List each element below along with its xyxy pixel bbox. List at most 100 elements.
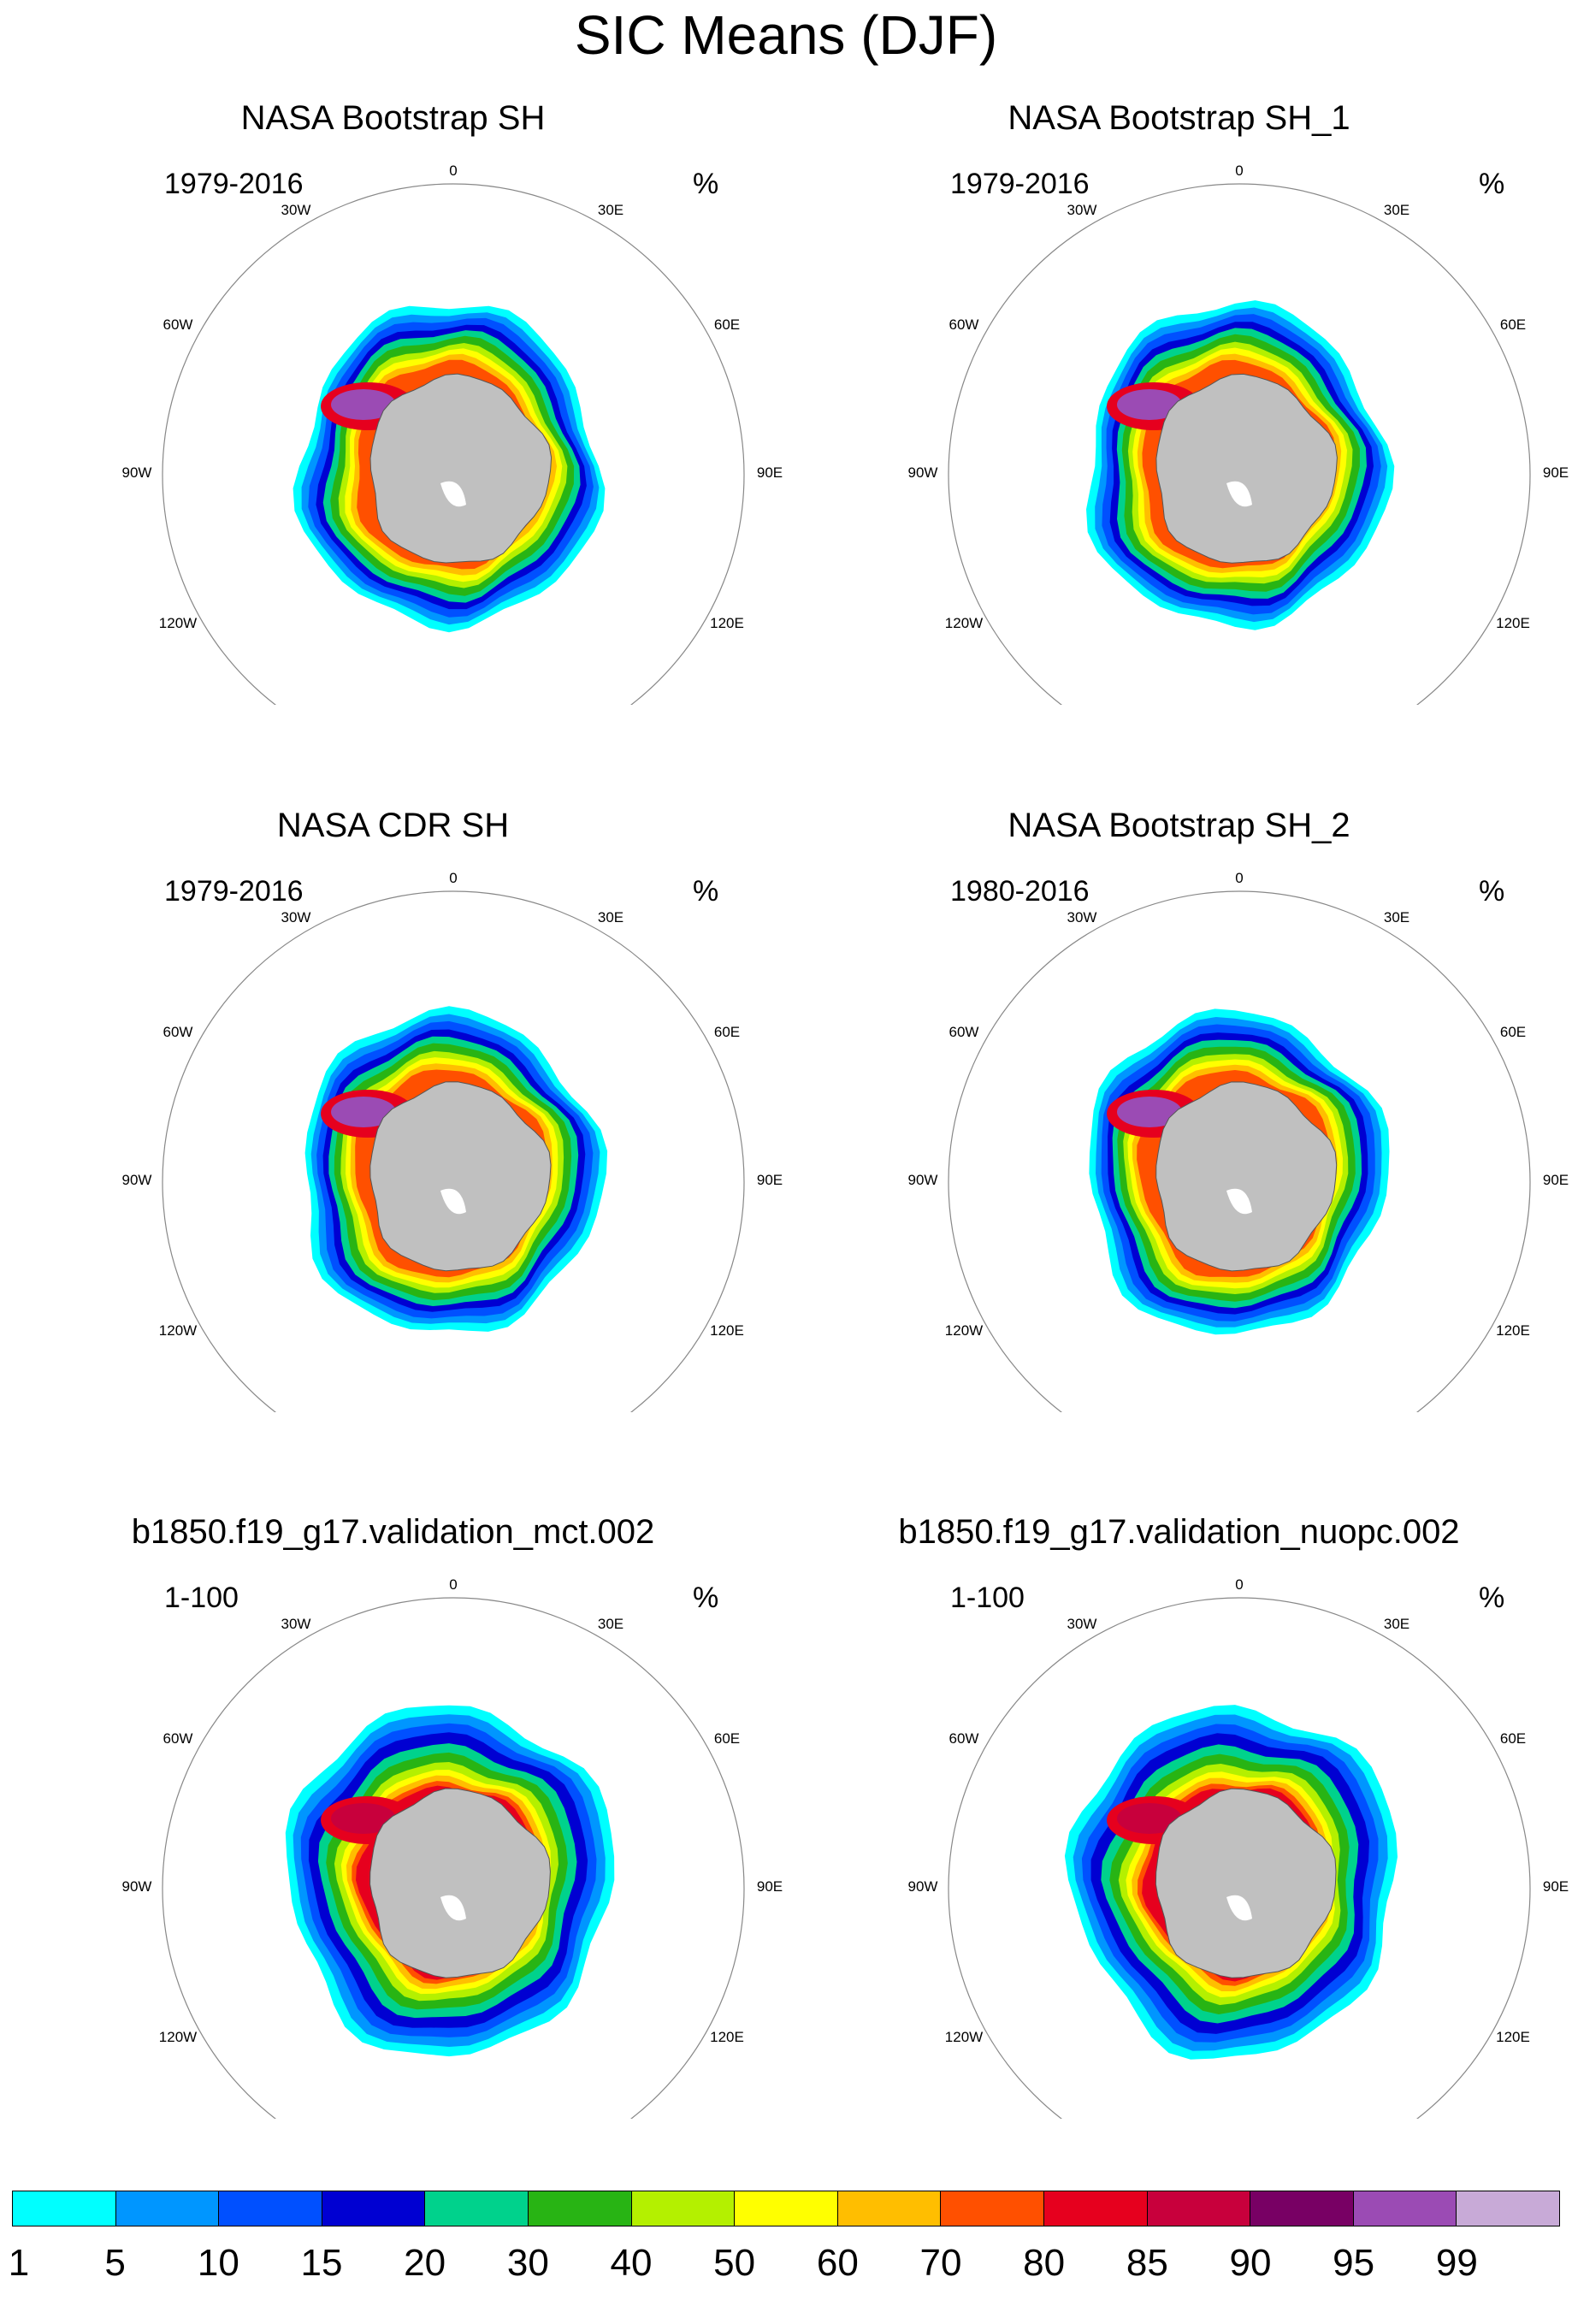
antarctica-landmass <box>369 1788 551 1978</box>
colorbar-swatch <box>528 2191 632 2226</box>
colorbar-swatch <box>1353 2191 1457 2226</box>
longitude-label: 30E <box>598 202 623 218</box>
map-panel: NASA CDR SH1979-2016%030E60E90E120E150E1… <box>0 707 786 1412</box>
colorbar-label: 99 <box>1435 2242 1478 2284</box>
map-boundary-circle <box>162 183 745 705</box>
longitude-label: 30E <box>598 1616 623 1632</box>
panel-period: 1-100 <box>950 1582 1025 1614</box>
longitude-label: 0 <box>1235 1576 1243 1593</box>
ross-ice-shelf <box>440 481 466 507</box>
longitude-label: 120E <box>710 1322 744 1339</box>
colorbar-label: 10 <box>197 2242 239 2284</box>
colorbar-swatch <box>322 2191 426 2226</box>
colorbar-swatch <box>1250 2191 1354 2226</box>
panel-period: 1-100 <box>164 1582 239 1614</box>
longitude-label: 120E <box>1496 1322 1530 1339</box>
longitude-label: 60W <box>949 1730 979 1747</box>
longitude-label: 0 <box>449 163 457 179</box>
colorbar-label: 90 <box>1229 2242 1272 2284</box>
longitude-label: 30W <box>281 202 311 218</box>
south-america-tip <box>965 908 1014 945</box>
colorbar-label: 60 <box>816 2242 859 2284</box>
longitude-label: 60W <box>949 316 979 333</box>
panel-period: 1979-2016 <box>950 168 1090 200</box>
sea-ice-field <box>179 1614 615 2057</box>
colorbar-label: 30 <box>506 2242 549 2284</box>
sea-ice-field <box>179 200 606 633</box>
colorbar-swatch <box>115 2191 220 2226</box>
map-panel: NASA Bootstrap SH_2 1980-2016% 0 30E 60E 90E 1… <box>786 707 1572 1412</box>
colorbar-label: 15 <box>300 2242 343 2284</box>
polar-map: 030E60E90E120E150E180150W120W90W60W30W <box>122 870 783 1412</box>
longitude-label: 0 <box>1235 163 1243 179</box>
map-panel: b1850.f19_g17.validation_mct.002 1-100% 0 3… <box>0 1414 786 2119</box>
colorbar-label: 80 <box>1023 2242 1066 2284</box>
antarctica-landmass <box>369 373 553 564</box>
longitude-label: 30E <box>1384 1616 1409 1632</box>
ross-ice-shelf <box>440 1188 466 1215</box>
longitude-label: 90W <box>908 1172 938 1188</box>
longitude-label: 120E <box>710 615 744 631</box>
longitude-label: 30W <box>1067 1616 1097 1632</box>
longitude-label: 90W <box>122 464 152 481</box>
map-boundary-circle <box>948 1597 1531 2119</box>
colorbar-swatch <box>631 2191 736 2226</box>
colorbar-swatch <box>1147 2191 1251 2226</box>
panel-units: % <box>1479 168 1505 200</box>
longitude-label: 120W <box>159 615 197 631</box>
weddell-core-ice <box>331 1803 396 1834</box>
longitude-label: 120W <box>159 2029 197 2045</box>
ross-ice-shelf <box>1226 1895 1252 1921</box>
panel-units: % <box>693 875 719 908</box>
longitude-label: 30W <box>281 1616 311 1632</box>
panel-period: 1980-2016 <box>950 875 1090 908</box>
longitude-label: 120E <box>710 2029 744 2045</box>
longitude-label: 90E <box>757 1878 783 1895</box>
longitude-label: 120W <box>945 1322 983 1339</box>
antarctica-landmass <box>1155 1081 1338 1272</box>
weddell-core-ice <box>331 1097 396 1127</box>
longitude-label: 30E <box>1384 202 1409 218</box>
colorbar-swatch <box>219 2191 322 2226</box>
longitude-label: 0 <box>1235 870 1243 886</box>
polar-map: 030E60E90E120E150E180150W120W90W60W30W <box>122 1576 783 2119</box>
panel-units: % <box>693 1582 719 1614</box>
panel-title: NASA Bootstrap SH_1 <box>1008 99 1350 137</box>
panel-period: 1979-2016 <box>164 168 304 200</box>
longitude-label: 60E <box>714 1024 740 1040</box>
panel-units: % <box>693 168 719 200</box>
map-boundary-circle <box>162 890 745 1412</box>
colorbar-swatch <box>941 2191 1044 2226</box>
map-boundary-circle <box>948 183 1531 705</box>
colorbar-label: 5 <box>104 2242 126 2284</box>
longitude-label: 60W <box>163 316 193 333</box>
longitude-label: 30E <box>598 909 623 925</box>
longitude-label: 90W <box>908 464 938 481</box>
polar-map: 030E60E90E120E150E180150W120W90W60W30W <box>908 1576 1569 2119</box>
longitude-label: 90E <box>1543 464 1569 481</box>
colorbar-label: 40 <box>610 2242 653 2284</box>
panel-title: NASA Bootstrap SH_2 <box>1008 807 1350 844</box>
longitude-label: 90E <box>757 1172 783 1188</box>
panel-title: NASA CDR SH <box>276 807 510 844</box>
antarctica-landmass <box>1155 373 1338 564</box>
polar-map: 030E60E90E120E150E180150W120W90W60W30W <box>908 870 1569 1412</box>
longitude-label: 120E <box>1496 615 1530 631</box>
weddell-core-ice <box>1117 389 1182 420</box>
map-panel: b1850.f19_g17.validation_nuopc.002 1-100%… <box>786 1414 1572 2119</box>
colorbar-label: 85 <box>1126 2242 1168 2284</box>
weddell-core-ice <box>1117 1803 1182 1834</box>
page-title: SIC Means (DJF) <box>574 4 998 66</box>
longitude-label: 120W <box>159 1322 197 1339</box>
colorbar-label: 50 <box>713 2242 756 2284</box>
sea-ice-field <box>965 200 1395 630</box>
colorbar <box>12 2191 1560 2226</box>
sea-ice-field <box>965 1614 1398 2060</box>
map-panel: NASA Bootstrap SH 1979-2016% 0 30E 60E 90E 120… <box>0 0 786 705</box>
longitude-label: 90E <box>1543 1878 1569 1895</box>
longitude-label: 30E <box>1384 909 1409 925</box>
longitude-label: 60E <box>1500 1024 1526 1040</box>
south-america-tip <box>965 1614 1014 1652</box>
ross-ice-shelf <box>1226 1188 1252 1215</box>
longitude-label: 120W <box>945 615 983 631</box>
